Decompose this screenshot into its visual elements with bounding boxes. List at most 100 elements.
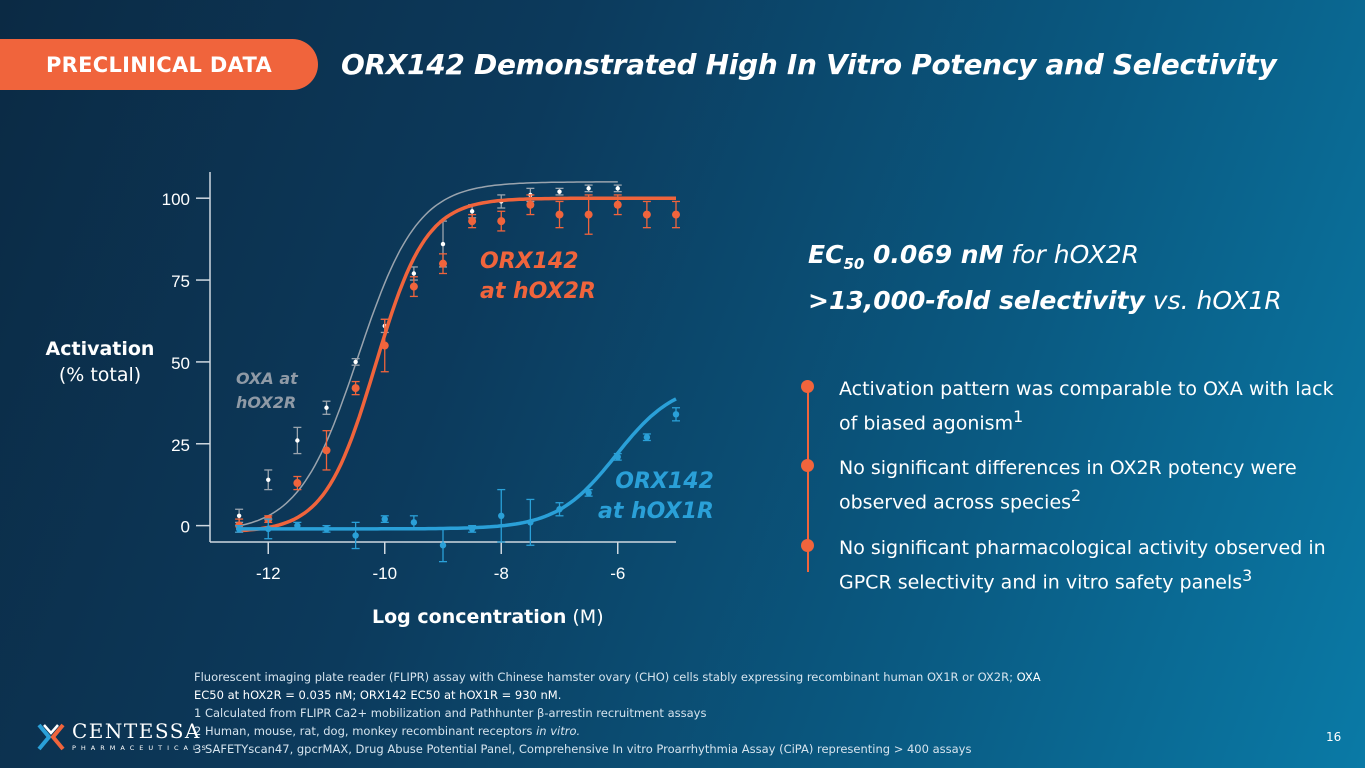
footnote-text: Fluorescent imaging plate reader (FLIPR)… — [194, 670, 1017, 684]
logo-subtitle: PHARMACEUTICALS — [72, 744, 211, 752]
kpi-selectivity-value: >13,000-fold selectivity — [808, 286, 1145, 315]
data-point — [613, 200, 622, 209]
y-axis-label: Activation (% total) — [40, 336, 160, 388]
data-point — [324, 405, 329, 410]
bullet-item: Activation pattern was comparable to OXA… — [801, 376, 1346, 437]
series-label-line: OXA at — [236, 369, 298, 388]
data-point — [410, 519, 418, 526]
data-point — [351, 384, 360, 393]
data-point — [440, 241, 446, 247]
kpi-ec50-label: EC — [808, 240, 844, 269]
data-point — [584, 210, 593, 219]
kpi-selectivity: >13,000-fold selectivity vs. hOX1R — [808, 286, 1282, 315]
data-point — [527, 519, 534, 526]
centessa-x-icon — [37, 723, 65, 750]
data-point — [381, 515, 388, 523]
footnote-text: in vitro. — [536, 724, 581, 738]
data-point — [293, 479, 302, 488]
data-point — [615, 186, 620, 191]
bullet-dot-icon — [801, 380, 814, 393]
data-point — [672, 411, 680, 418]
data-point — [295, 438, 300, 443]
page-number: 16 — [1326, 730, 1342, 744]
data-point — [411, 271, 417, 276]
data-point — [294, 522, 301, 529]
data-point — [322, 446, 331, 455]
footnote-3: 3 SAFETYscan47, gpcrMAX, Drug Abuse Pote… — [194, 742, 972, 756]
kpi-selectivity-target: vs. hOX1R — [1144, 286, 1282, 315]
footnotes: Fluorescent imaging plate reader (FLIPR)… — [194, 668, 1074, 758]
series-label-orx142-hox1r: ORX142 at hOX1R — [598, 467, 714, 527]
y-tick-label: 50 — [171, 354, 190, 373]
bullet-item: No significant differences in OX2R poten… — [801, 455, 1346, 516]
data-point — [556, 506, 563, 513]
data-point — [468, 217, 477, 226]
series-label-line: hOX2R — [236, 393, 297, 412]
y-axis-label-bold: Activation — [45, 338, 155, 360]
footnote-assay: Fluorescent imaging plate reader (FLIPR)… — [194, 668, 1074, 686]
series-label-orx142-hox2r: ORX142 at hOX2R — [480, 247, 596, 307]
kpi-ec50: EC50 0.069 nM for hOX2R — [808, 240, 1139, 273]
bullet-text: No significant differences in OX2R poten… — [839, 457, 1297, 514]
data-point — [236, 513, 242, 519]
data-point — [265, 525, 272, 533]
data-point — [323, 525, 330, 533]
y-tick-label: 100 — [162, 190, 190, 209]
data-point — [498, 512, 505, 520]
series-label-oxa-hox2r: OXA at hOX2R — [236, 367, 298, 415]
data-point — [497, 217, 506, 226]
x-axis-label-bold: Log concentration — [372, 606, 567, 628]
data-point — [409, 282, 418, 291]
y-tick-label: 75 — [171, 272, 190, 291]
x-tick-label: -12 — [256, 564, 281, 583]
kpi-ec50-value: 0.069 nM — [864, 240, 1004, 269]
y-axis-label-unit: (% total) — [58, 364, 142, 386]
fit-curve-2 — [239, 397, 677, 531]
data-point — [526, 200, 535, 209]
bullet-list: Activation pattern was comparable to OXA… — [801, 376, 1346, 614]
data-point — [235, 525, 243, 533]
data-point — [266, 477, 271, 482]
series-label-line: ORX142 — [615, 469, 714, 494]
section-label: PRECLINICAL DATA — [0, 39, 318, 90]
footnote-text: OXA — [1016, 670, 1041, 684]
data-point — [643, 434, 651, 441]
bullet-text: Activation pattern was comparable to OXA… — [839, 378, 1334, 435]
series-label-line: ORX142 — [480, 249, 579, 274]
x-tick-label: -10 — [372, 564, 397, 583]
footnote-text: 2 Human, mouse, rat, dog, monkey recombi… — [194, 724, 537, 738]
data-point — [469, 209, 475, 214]
bullet-footnote-ref: 3 — [1242, 565, 1253, 585]
kpi-ec50-target: for hOX2R — [1003, 240, 1140, 269]
bullet-footnote-ref: 1 — [1013, 407, 1024, 426]
fit-curve-0 — [238, 181, 618, 527]
y-tick-label: 25 — [171, 436, 190, 455]
bullet-item: No significant pharmacological activity … — [801, 535, 1346, 596]
data-point — [614, 453, 621, 461]
data-point — [439, 259, 447, 268]
bullet-dot-icon — [801, 538, 814, 552]
x-tick-label: -6 — [610, 564, 625, 583]
bullet-connector-line — [807, 386, 809, 572]
company-logo: CENTESSA PHARMACEUTICALS — [36, 721, 211, 752]
data-point — [380, 341, 389, 350]
series-label-line: at hOX1R — [598, 499, 714, 524]
logo-name: CENTESSA — [72, 719, 201, 743]
data-point — [555, 210, 564, 219]
series-label-line: at hOX2R — [480, 279, 596, 304]
footnote-1: 1 Calculated from FLIPR Ca2+ mobilizatio… — [194, 706, 707, 720]
data-point — [352, 532, 359, 539]
footnote-2: 2 Human, mouse, rat, dog, monkey recombi… — [194, 722, 1074, 740]
bullet-footnote-ref: 2 — [1071, 486, 1082, 506]
fit-curve-1 — [238, 196, 676, 533]
data-point — [672, 210, 680, 219]
data-point — [642, 210, 651, 219]
bullet-dot-icon — [801, 459, 814, 473]
bullet-text: No significant pharmacological activity … — [839, 536, 1326, 593]
data-point — [439, 542, 447, 549]
kpi-ec50-subscript: 50 — [843, 255, 865, 273]
page-title: ORX142 Demonstrated High In Vitro Potenc… — [341, 48, 1277, 81]
x-axis-label-unit: (M) — [572, 606, 604, 628]
footnote-ec50: EC50 at hOX2R = 0.035 nM; ORX142 EC50 at… — [194, 688, 562, 702]
